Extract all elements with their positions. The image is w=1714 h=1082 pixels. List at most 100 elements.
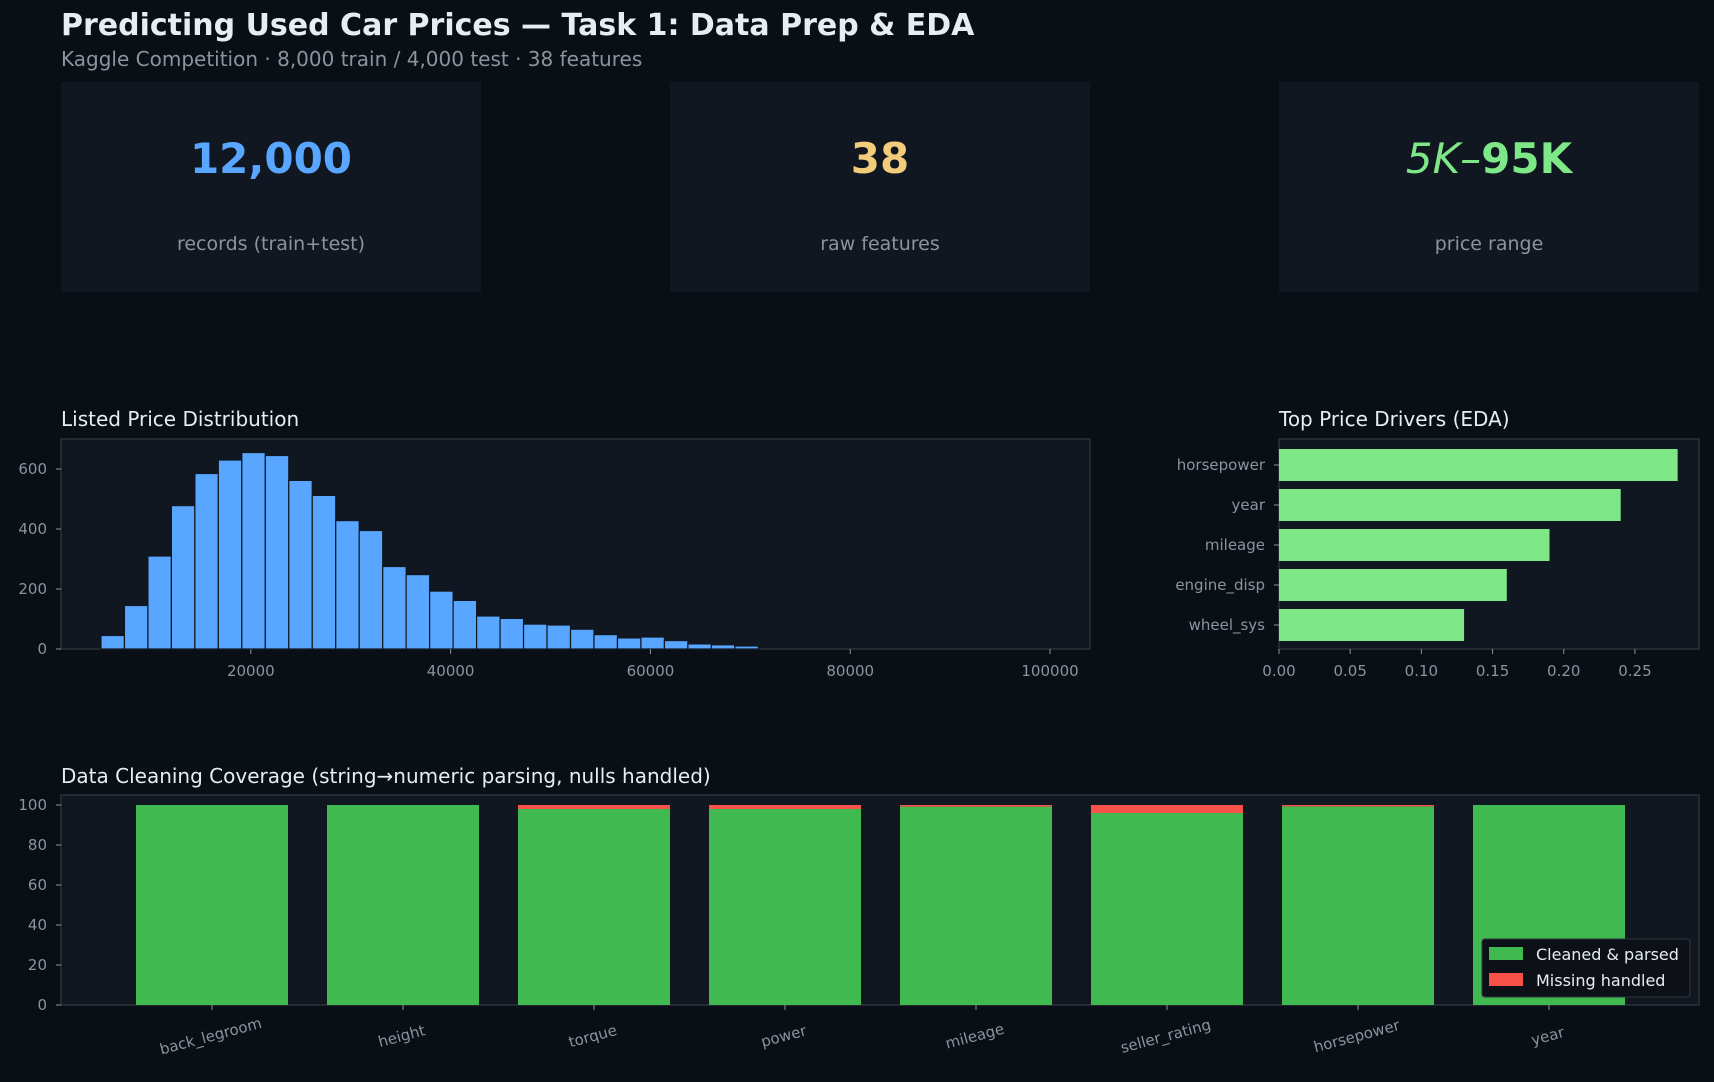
coverage-y-tick-label: 80 bbox=[28, 836, 47, 854]
coverage-legend: Cleaned & parsed Missing handled bbox=[1481, 938, 1691, 998]
histogram-bar bbox=[194, 472, 219, 650]
histogram-y-tick-label: 400 bbox=[18, 520, 47, 538]
coverage-plot-area bbox=[60, 794, 1700, 1006]
histogram-bar bbox=[687, 643, 712, 650]
histogram-y-tick-label: 0 bbox=[37, 640, 47, 658]
legend-label: Missing handled bbox=[1536, 971, 1665, 990]
coverage-y-tick-label: 0 bbox=[37, 996, 47, 1014]
coverage-bar-segment bbox=[709, 809, 861, 1005]
histogram-bar bbox=[217, 459, 243, 650]
coverage-x-tick-label: power bbox=[759, 1021, 809, 1051]
driver-x-tick-label: 0.25 bbox=[1618, 662, 1651, 680]
coverage-bar-segment bbox=[136, 805, 288, 1005]
driver-bar-year bbox=[1279, 489, 1621, 521]
histogram-bar bbox=[452, 599, 478, 650]
kpi-value-price-dash: – bbox=[1460, 134, 1482, 183]
histogram-bar bbox=[288, 479, 313, 650]
legend-swatch bbox=[1489, 947, 1523, 960]
histogram-x-tick-label: 80000 bbox=[826, 662, 874, 680]
histogram-bar bbox=[264, 454, 290, 650]
histogram-title: Listed Price Distribution bbox=[61, 407, 299, 431]
histogram-bar bbox=[640, 636, 666, 650]
histogram-y-tick-label: 600 bbox=[18, 460, 47, 478]
driver-label: wheel_sys bbox=[1189, 616, 1266, 635]
histogram-bar bbox=[170, 505, 196, 650]
driver-label: year bbox=[1232, 496, 1266, 514]
kpi-value-price-range: 5K–95K bbox=[1279, 134, 1699, 183]
kpi-label-price-range: price range bbox=[1434, 233, 1544, 255]
histogram-bar bbox=[734, 645, 759, 650]
drivers-title: Top Price Drivers (EDA) bbox=[1278, 407, 1510, 431]
drivers-chart: horsepower year mileage engine_disp wheel_sy… bbox=[1175, 449, 1678, 680]
driver-bar-horsepower bbox=[1279, 449, 1678, 481]
driver-x-tick-label: 0.05 bbox=[1333, 662, 1366, 680]
histogram-bar bbox=[358, 529, 384, 650]
coverage-y-tick-label: 60 bbox=[28, 876, 47, 894]
driver-label: mileage bbox=[1205, 536, 1265, 554]
kpi-value-price-max: 95K bbox=[1481, 134, 1573, 183]
coverage-x-tick-label: year bbox=[1529, 1023, 1567, 1049]
kpi-value-records: 12,000 bbox=[189, 134, 353, 183]
kpi-label-records: records (train+test) bbox=[176, 233, 366, 255]
legend-box bbox=[1481, 938, 1691, 998]
coverage-bar-segment bbox=[900, 806, 1052, 1005]
histogram-bar bbox=[475, 615, 501, 650]
legend-swatch bbox=[1489, 973, 1523, 986]
histogram-bar bbox=[405, 573, 431, 650]
histogram-bar bbox=[569, 628, 595, 650]
histogram: 20000 40000 60000 80000 100000 0 200 400 600 bbox=[18, 451, 1079, 680]
histogram-bar bbox=[100, 634, 126, 650]
histogram-bar bbox=[593, 633, 619, 650]
histogram-bar bbox=[663, 639, 689, 650]
kpi-card-records: 12,000 records (train+test) bbox=[61, 82, 481, 292]
coverage-bar-segment bbox=[709, 805, 861, 809]
driver-x-tick-label: 0.10 bbox=[1405, 662, 1438, 680]
coverage-title: Data Cleaning Coverage (string→numeric p… bbox=[61, 764, 711, 788]
driver-bar-wheel-sys bbox=[1279, 609, 1465, 641]
histogram-bar bbox=[546, 624, 572, 650]
kpi-card-price-range: 5K–95K price range bbox=[1279, 82, 1699, 292]
driver-x-tick-label: 0.20 bbox=[1547, 662, 1580, 680]
driver-x-tick-label: 0.00 bbox=[1262, 662, 1295, 680]
histogram-bar bbox=[335, 519, 360, 650]
histogram-bar bbox=[429, 590, 454, 650]
histogram-bar bbox=[499, 617, 525, 650]
driver-x-tick-label: 0.15 bbox=[1476, 662, 1509, 680]
driver-label: horsepower bbox=[1177, 456, 1266, 474]
kpi-value-price-min: 5K bbox=[1405, 134, 1461, 183]
kpi-card-features: 38 raw features bbox=[670, 82, 1090, 292]
coverage-y-tick-label: 40 bbox=[28, 916, 47, 934]
histogram-bar bbox=[241, 451, 266, 650]
coverage-bar-segment bbox=[327, 805, 479, 1005]
coverage-bar-segment bbox=[900, 805, 1052, 807]
coverage-x-tick-label: mileage bbox=[943, 1020, 1006, 1053]
coverage-y-tick-label: 100 bbox=[18, 796, 47, 814]
histogram-x-tick-label: 60000 bbox=[627, 662, 675, 680]
coverage-bar-segment bbox=[1091, 813, 1243, 1005]
coverage-x-tick-label: horsepower bbox=[1312, 1016, 1403, 1056]
histogram-x-tick-label: 40000 bbox=[427, 662, 475, 680]
legend-label: Cleaned & parsed bbox=[1536, 945, 1679, 964]
coverage-bar-segment bbox=[1282, 806, 1434, 1005]
histogram-bar bbox=[522, 623, 548, 650]
coverage-y-tick-label: 20 bbox=[28, 956, 47, 974]
histogram-x-tick-label: 20000 bbox=[227, 662, 275, 680]
histogram-bar bbox=[382, 565, 407, 650]
histogram-bar bbox=[710, 644, 736, 650]
page-subtitle: Kaggle Competition · 8,000 train / 4,000… bbox=[61, 47, 643, 71]
page-title: Predicting Used Car Prices — Task 1: Dat… bbox=[61, 8, 975, 43]
coverage-chart: back_legroom height torque power mileage sell… bbox=[18, 796, 1625, 1059]
coverage-bar-segment bbox=[1091, 805, 1243, 813]
driver-bar-engine-disp bbox=[1279, 569, 1507, 601]
kpi-value-features: 38 bbox=[850, 134, 910, 183]
coverage-bar-segment bbox=[518, 809, 670, 1005]
histogram-bar bbox=[311, 494, 337, 650]
histogram-y-tick-label: 200 bbox=[18, 580, 47, 598]
coverage-bar-segment bbox=[1282, 805, 1434, 807]
kpi-label-features: raw features bbox=[820, 233, 940, 255]
driver-label: engine_disp bbox=[1175, 576, 1265, 595]
histogram-bar bbox=[123, 604, 149, 650]
coverage-x-tick-label: height bbox=[376, 1021, 427, 1051]
coverage-bar-segment bbox=[518, 805, 670, 809]
